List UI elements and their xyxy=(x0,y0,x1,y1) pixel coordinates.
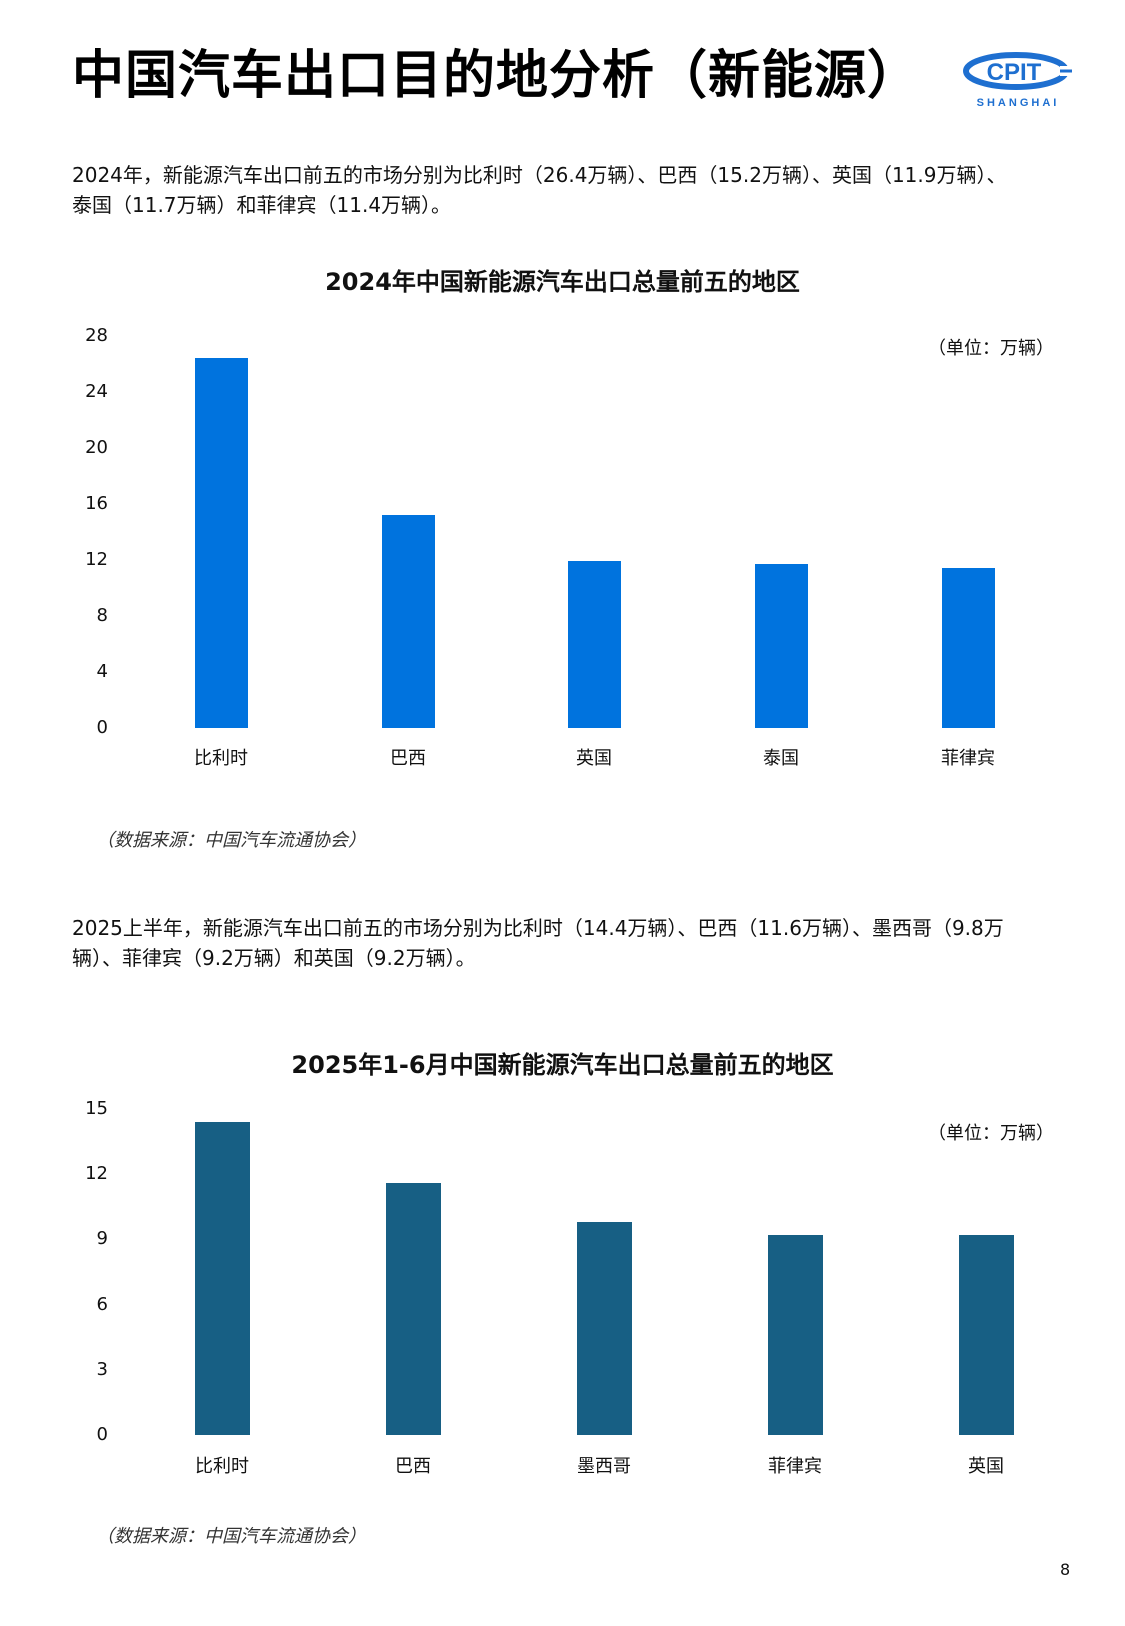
x-category-label: 巴西 xyxy=(390,748,426,769)
section2-paragraph: 2025上半年，新能源汽车出口前五的市场分别为比利时（14.4万辆）、巴西（11… xyxy=(72,913,1072,973)
bar xyxy=(768,1235,823,1435)
page-title: 中国汽车出口目的地分析（新能源） xyxy=(72,46,921,106)
bar xyxy=(382,515,435,728)
chart2-unit-label: （单位：万辆） xyxy=(928,1123,1054,1144)
y-tick: 8 xyxy=(96,605,108,626)
bar xyxy=(568,561,621,728)
y-tick: 0 xyxy=(96,717,108,738)
chart2-source-note: （数据来源：中国汽车流通协会） xyxy=(96,1526,366,1547)
bar xyxy=(942,568,995,728)
y-tick: 6 xyxy=(96,1294,108,1315)
paragraph-line: 2024年，新能源汽车出口前五的市场分别为比利时（26.4万辆）、巴西（15.2… xyxy=(72,163,1007,187)
svg-text:SHANGHAI: SHANGHAI xyxy=(977,97,1060,109)
y-tick: 12 xyxy=(85,549,108,570)
y-tick: 15 xyxy=(85,1098,108,1119)
y-tick: 12 xyxy=(85,1163,108,1184)
x-category-label: 比利时 xyxy=(195,1456,249,1477)
bar xyxy=(755,564,808,728)
svg-text:CPIT: CPIT xyxy=(987,59,1042,86)
bar xyxy=(195,1122,250,1435)
x-category-label: 英国 xyxy=(968,1456,1004,1477)
x-category-label: 菲律宾 xyxy=(941,748,995,769)
y-tick: 16 xyxy=(85,493,108,514)
x-category-label: 菲律宾 xyxy=(768,1456,822,1477)
y-tick: 24 xyxy=(85,381,108,402)
cpit-shanghai-logo: CPIT SHANGHAI xyxy=(962,50,1074,112)
chart1-source-note: （数据来源：中国汽车流通协会） xyxy=(96,830,366,851)
x-category-label: 泰国 xyxy=(763,748,799,769)
bar xyxy=(386,1182,441,1435)
x-category-label: 墨西哥 xyxy=(577,1456,631,1477)
chart2-title: 2025年1-6月中国新能源汽车出口总量前五的地区 xyxy=(291,1051,834,1079)
x-category-label: 巴西 xyxy=(395,1456,431,1477)
paragraph-line: 泰国（11.7万辆）和菲律宾（11.4万辆）。 xyxy=(72,193,452,217)
y-tick: 3 xyxy=(96,1359,108,1380)
logo-icon: CPIT SHANGHAI xyxy=(963,52,1074,109)
chart1-title: 2024年中国新能源汽车出口总量前五的地区 xyxy=(325,268,800,296)
paragraph-line: 辆）、菲律宾（9.2万辆）和英国（9.2万辆）。 xyxy=(72,946,476,970)
bar xyxy=(959,1235,1014,1435)
y-tick: 0 xyxy=(96,1424,108,1445)
paragraph-line: 2025上半年，新能源汽车出口前五的市场分别为比利时（14.4万辆）、巴西（11… xyxy=(72,916,1004,940)
y-tick: 9 xyxy=(96,1228,108,1249)
x-category-label: 英国 xyxy=(576,748,612,769)
y-tick: 4 xyxy=(96,661,108,682)
bar xyxy=(577,1222,632,1435)
x-category-label: 比利时 xyxy=(194,748,248,769)
y-tick: 20 xyxy=(85,437,108,458)
y-tick: 28 xyxy=(85,325,108,346)
bar xyxy=(195,358,248,728)
chart1-unit-label: （单位：万辆） xyxy=(928,338,1054,359)
section1-paragraph: 2024年，新能源汽车出口前五的市场分别为比利时（26.4万辆）、巴西（15.2… xyxy=(72,160,1072,220)
page-number: 8 xyxy=(1060,1560,1071,1579)
